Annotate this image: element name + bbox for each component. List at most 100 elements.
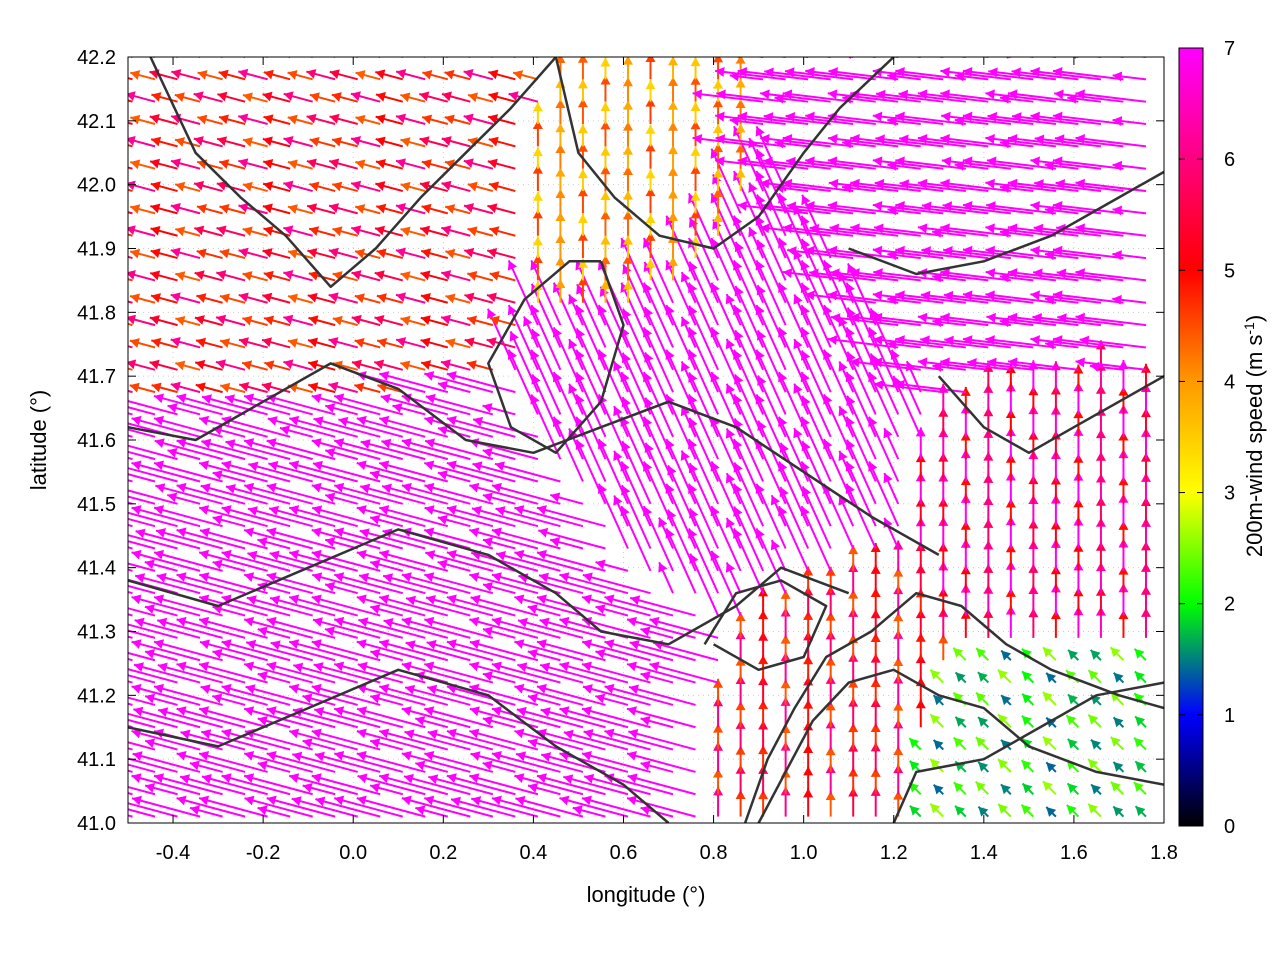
wind-vector	[128, 489, 178, 505]
wind-vector-head	[442, 47, 452, 57]
wind-vector	[872, 159, 944, 170]
wind-vector-head	[760, 178, 770, 189]
wind-vector-head	[540, 707, 551, 717]
wind-vector-head	[962, 335, 973, 346]
wind-vector	[311, 730, 381, 751]
wind-vector-head	[1134, 648, 1145, 659]
wind-vector-head	[627, 773, 638, 784]
wind-vector-head	[135, 528, 146, 539]
wind-vector-head	[495, 550, 506, 561]
wind-vector-head	[671, 45, 681, 55]
wind-vector-head	[850, 357, 860, 368]
wind-vector	[333, 752, 404, 773]
wind-vector	[800, 371, 832, 438]
wind-vector-head	[680, 450, 690, 461]
wind-vector	[495, 507, 561, 528]
wind-vector-head	[645, 97, 656, 107]
wind-vector-head	[170, 381, 181, 392]
wind-vector-head	[725, 517, 736, 529]
wind-vector-head	[131, 795, 142, 806]
x-tick-label: 0.4	[519, 842, 547, 864]
wind-vector	[801, 440, 832, 505]
wind-vector-head	[244, 795, 255, 806]
wind-vector-head	[132, 751, 143, 761]
wind-vector-head	[128, 91, 136, 101]
wind-vector	[620, 282, 652, 348]
wind-vector-head	[976, 648, 987, 659]
wind-vector	[872, 360, 944, 371]
wind-vector-head	[827, 156, 838, 167]
wind-vector	[153, 685, 223, 706]
wind-vector	[469, 573, 539, 595]
wind-vector	[688, 417, 719, 482]
wind-vector-head	[151, 92, 162, 102]
y-tick-label: 41.4	[77, 558, 116, 580]
wind-vector-head	[400, 137, 411, 147]
wind-vector-head	[1000, 784, 1011, 795]
wind-vector-head	[482, 581, 493, 592]
wind-vector-head	[668, 166, 679, 176]
wind-vector	[266, 797, 336, 818]
wind-vector	[530, 283, 562, 348]
wind-vector-head	[144, 604, 155, 614]
wind-vector	[827, 92, 899, 103]
wind-vector-head	[212, 559, 223, 570]
wind-vector-head	[217, 91, 228, 102]
wind-vector-head	[690, 57, 701, 67]
wind-vector	[1092, 57, 1101, 58]
wind-vector-head	[176, 572, 187, 582]
wind-vector-head	[263, 226, 274, 236]
wind-vector-head	[176, 527, 187, 538]
wind-vector	[1075, 360, 1147, 371]
wind-vector-head	[154, 773, 165, 783]
wind-vector	[688, 438, 719, 505]
wind-vector-head	[379, 549, 390, 560]
wind-vector-head	[540, 662, 551, 673]
wind-vector-head	[154, 415, 165, 426]
wind-vector-head	[782, 223, 793, 234]
wind-vector	[732, 57, 741, 58]
wind-vector-head	[170, 247, 181, 258]
wind-vector	[688, 326, 719, 393]
wind-vector	[333, 663, 404, 684]
wind-vector-head	[267, 416, 278, 426]
terrain-contour	[703, 579, 828, 672]
wind-vector	[779, 442, 810, 505]
wind-vector-head	[917, 357, 928, 368]
wind-vector	[491, 529, 561, 550]
wind-vector-head	[514, 549, 525, 560]
wind-vector	[756, 194, 787, 259]
wind-vector-head	[622, 121, 633, 131]
wind-vector	[333, 394, 404, 416]
wind-vector	[1052, 69, 1124, 81]
wind-vector	[734, 285, 765, 348]
wind-vector-head	[668, 145, 679, 155]
wind-vector-head	[309, 136, 320, 147]
wind-vector-head	[943, 246, 953, 256]
wind-vector-head	[955, 805, 965, 816]
wind-vector	[1052, 203, 1124, 215]
wind-vector	[845, 416, 877, 482]
wind-vector	[243, 618, 313, 639]
wind-vector-head	[825, 790, 836, 800]
wind-vector	[827, 337, 899, 349]
wind-vector-head	[482, 403, 493, 413]
wind-vector-head	[401, 750, 412, 761]
wind-vector-head	[713, 143, 724, 153]
wind-vector-head	[287, 248, 298, 259]
wind-vector-head	[1075, 89, 1086, 100]
wind-vector	[582, 573, 651, 595]
wind-vector-head	[176, 750, 187, 761]
wind-vector-head	[195, 359, 206, 370]
wind-vector	[941, 114, 1011, 126]
wind-vector-head	[1007, 134, 1018, 144]
wind-vector-head	[358, 617, 369, 628]
wind-vector-head	[200, 527, 211, 538]
wind-vector-head	[150, 158, 161, 169]
wind-vector	[890, 349, 922, 415]
y-tick-label: 42.1	[77, 111, 116, 133]
wind-vector-head	[106, 92, 116, 102]
wind-vector	[450, 798, 516, 818]
wind-vector-head	[550, 537, 561, 547]
wind-vector	[845, 282, 877, 348]
